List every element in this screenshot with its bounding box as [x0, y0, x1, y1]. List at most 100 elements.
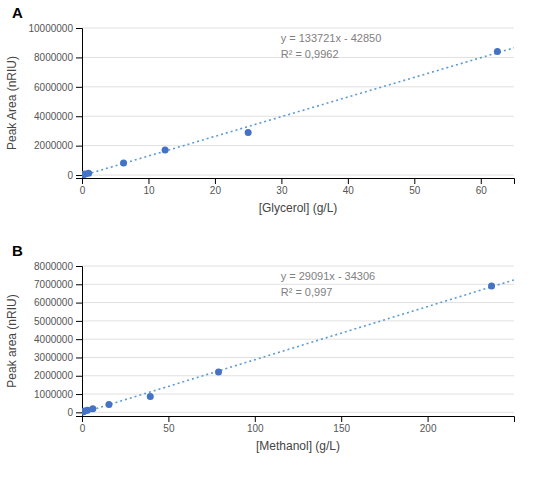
- x-axis: 0 50 100 150 200: [80, 416, 515, 434]
- panel-title: B: [12, 242, 23, 259]
- trendline: [82, 280, 514, 413]
- tick-label: 2000000: [34, 140, 73, 151]
- grid: [82, 28, 514, 175]
- tick-label: 2000000: [34, 370, 73, 381]
- axis-line: [76, 267, 83, 417]
- annotation-line: y = 29091x - 34306: [281, 270, 376, 282]
- grid-line: [82, 266, 514, 267]
- tick: 0: [80, 416, 86, 434]
- tick: 3000000: [34, 352, 82, 363]
- tick-mark: [348, 178, 349, 184]
- x-axis-title: [Methanol] (g/L): [256, 439, 340, 453]
- grid-line: [82, 86, 514, 87]
- tick-label: 0: [80, 423, 86, 434]
- tick-mark: [76, 303, 82, 304]
- y-axis: 0 2000000 4000000 6000000 8000000 10000000: [29, 23, 83, 181]
- tick-mark: [76, 28, 82, 29]
- tick: 1000000: [34, 389, 82, 400]
- tick-mark: [76, 146, 82, 147]
- tick-label: 8000000: [34, 52, 73, 63]
- grid-line: [82, 394, 514, 395]
- annotation-line: R² = 0,9962: [281, 48, 339, 60]
- tick-mark: [76, 266, 82, 267]
- panel: 0102030405060020000004000000600000080000…: [5, 23, 515, 215]
- tick-mark: [76, 284, 82, 285]
- tick-mark: [76, 357, 82, 358]
- tick-label: 0: [67, 170, 73, 181]
- point: [494, 48, 501, 55]
- tick: 30: [276, 178, 288, 196]
- tick-label: 30: [276, 185, 288, 196]
- point: [147, 393, 154, 400]
- y-axis-title: Peak Area (nRIU): [5, 56, 19, 150]
- tick-label: 200: [420, 423, 437, 434]
- y-axis-title: Peak area (nRIU): [5, 294, 19, 387]
- tick: 150: [333, 416, 350, 434]
- tick: 10000000: [29, 23, 83, 34]
- tick: 8000000: [34, 52, 82, 63]
- tick: 0: [80, 178, 86, 196]
- grid-line: [82, 339, 514, 340]
- tick-label: 40: [343, 185, 355, 196]
- grid-line: [82, 357, 514, 358]
- tick-mark: [76, 87, 82, 88]
- tick-mark: [255, 416, 256, 422]
- panel: 0501001502000100000020000003000000400000…: [5, 261, 515, 453]
- tick-mark: [76, 57, 82, 58]
- tick-mark: [481, 178, 482, 184]
- point: [488, 283, 495, 290]
- tick-label: 0: [80, 185, 86, 196]
- tick-mark: [281, 178, 282, 184]
- tick-label: 10000000: [29, 23, 74, 34]
- tick-mark: [76, 376, 82, 377]
- tick-label: 0: [67, 407, 73, 418]
- tick: 7000000: [34, 279, 82, 290]
- tick: 4000000: [34, 111, 82, 122]
- axis-line: [83, 417, 515, 423]
- tick: 6000000: [34, 297, 82, 308]
- annotation-line: R² = 0,997: [281, 286, 333, 298]
- point: [105, 401, 112, 408]
- plot-area: [82, 48, 514, 178]
- grid-line: [82, 302, 514, 303]
- grid-line: [82, 284, 514, 285]
- tick-label: 150: [333, 423, 350, 434]
- point: [162, 147, 169, 154]
- annotation: y = 29091x - 34306 R² = 0,997: [281, 270, 376, 298]
- tick-label: 20: [210, 185, 222, 196]
- tick-mark: [76, 116, 82, 117]
- panel-title: A: [12, 4, 23, 21]
- grid-line: [82, 28, 514, 29]
- tick-mark: [76, 175, 82, 176]
- tick: 50: [163, 416, 175, 434]
- y-axis: 0100000020000003000000400000050000006000…: [34, 261, 82, 418]
- tick-mark: [341, 416, 342, 422]
- tick-label: 3000000: [34, 352, 73, 363]
- x-axis: 0102030405060: [80, 178, 515, 196]
- tick: 5000000: [34, 316, 82, 327]
- tick-mark: [414, 178, 415, 184]
- annotation: y = 133721x - 42850R² = 0,9962: [281, 32, 382, 60]
- point: [89, 405, 96, 412]
- tick: 60: [476, 178, 488, 196]
- tick-mark: [76, 394, 82, 395]
- tick-label: 50: [163, 423, 175, 434]
- tick: 200: [420, 416, 437, 434]
- axis-line: [83, 179, 515, 185]
- tick-mark: [76, 339, 82, 340]
- tick-label: 5000000: [34, 316, 73, 327]
- figure: 0102030405060020000004000000600000080000…: [0, 0, 536, 483]
- tick-label: 7000000: [34, 279, 73, 290]
- grid-line: [82, 320, 514, 321]
- tick: 8000000: [34, 261, 82, 272]
- tick: 6000000: [34, 82, 82, 93]
- tick-label: 6000000: [34, 82, 73, 93]
- point: [245, 129, 252, 136]
- tick: 2000000: [34, 370, 82, 381]
- plot-area: [82, 280, 514, 416]
- tick-label: 100: [247, 423, 264, 434]
- tick: 100: [247, 416, 264, 434]
- point: [120, 160, 127, 167]
- tick-label: 1000000: [34, 389, 73, 400]
- grid-line: [82, 175, 514, 176]
